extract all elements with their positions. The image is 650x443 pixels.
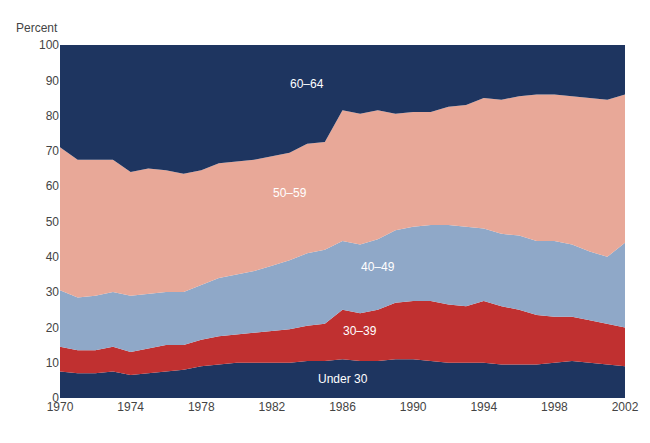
svg-text:1994: 1994 — [470, 400, 497, 414]
svg-text:1974: 1974 — [117, 400, 144, 414]
svg-text:40–49: 40–49 — [361, 260, 395, 274]
svg-text:30–39: 30–39 — [343, 324, 377, 338]
svg-text:Percent: Percent — [16, 21, 58, 35]
svg-text:90: 90 — [46, 74, 60, 88]
svg-text:0: 0 — [52, 391, 59, 405]
svg-text:60: 60 — [46, 179, 60, 193]
svg-text:100: 100 — [39, 38, 59, 52]
svg-text:60–64: 60–64 — [290, 77, 324, 91]
svg-text:1982: 1982 — [259, 400, 286, 414]
svg-text:2002: 2002 — [612, 400, 639, 414]
svg-text:70: 70 — [46, 144, 60, 158]
svg-text:30: 30 — [46, 285, 60, 299]
svg-text:40: 40 — [46, 250, 60, 264]
svg-text:50–59: 50–59 — [273, 186, 307, 200]
svg-text:50: 50 — [46, 215, 60, 229]
svg-text:1990: 1990 — [400, 400, 427, 414]
svg-text:1986: 1986 — [329, 400, 356, 414]
svg-text:20: 20 — [46, 321, 60, 335]
svg-text:1970: 1970 — [47, 400, 74, 414]
svg-text:Under 30: Under 30 — [318, 372, 368, 386]
svg-text:80: 80 — [46, 109, 60, 123]
svg-text:1978: 1978 — [188, 400, 215, 414]
svg-text:1998: 1998 — [541, 400, 568, 414]
svg-text:10: 10 — [46, 356, 60, 370]
